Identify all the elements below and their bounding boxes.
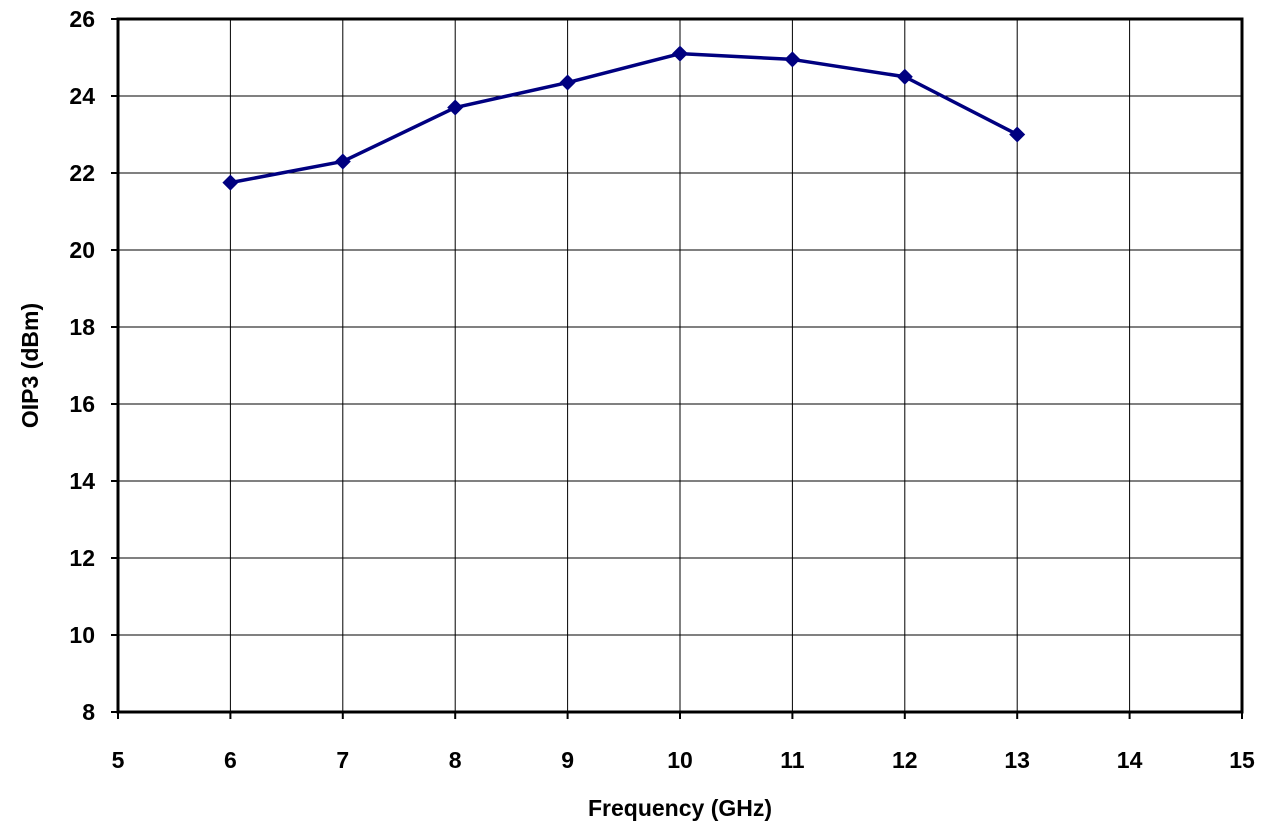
x-tick-label: 8 [449, 747, 462, 773]
y-tick-label: 20 [69, 237, 95, 263]
x-axis-title: Frequency (GHz) [588, 795, 772, 821]
x-tick-label: 13 [1004, 747, 1030, 773]
x-tick-label: 15 [1229, 747, 1255, 773]
data-point-marker [447, 99, 464, 116]
y-axis-title: OIP3 (dBm) [17, 303, 43, 428]
x-tick-label: 9 [561, 747, 574, 773]
data-point-marker [1009, 126, 1026, 143]
x-tick-label: 10 [667, 747, 693, 773]
y-tick-label: 24 [69, 83, 95, 109]
data-point-marker [559, 74, 576, 91]
axis-ticks [111, 18, 1243, 719]
data-point-marker [784, 51, 801, 68]
y-tick-label: 12 [69, 545, 95, 571]
x-tick-label: 6 [224, 747, 237, 773]
y-tick-label: 8 [82, 699, 95, 725]
x-tick-label: 7 [336, 747, 349, 773]
data-point-marker [222, 174, 239, 191]
x-tick-label: 5 [112, 747, 125, 773]
grid-lines [118, 19, 1242, 712]
y-tick-label: 10 [69, 622, 95, 648]
y-tick-label: 26 [69, 6, 95, 32]
y-tick-labels: 8 10 12 14 16 18 20 22 24 26 [69, 6, 95, 725]
x-tick-labels: 5 6 7 8 9 10 11 12 13 14 15 [112, 747, 1255, 773]
x-tick-label: 14 [1117, 747, 1143, 773]
y-tick-label: 18 [69, 314, 95, 340]
x-tick-label: 11 [780, 747, 805, 773]
y-tick-label: 16 [69, 391, 95, 417]
y-tick-label: 14 [69, 468, 95, 494]
data-point-marker [896, 68, 913, 85]
data-point-marker [334, 153, 351, 170]
series-line [230, 51, 1018, 185]
data-point-marker [672, 45, 688, 62]
y-tick-label: 22 [69, 160, 95, 186]
x-tick-label: 12 [892, 747, 918, 773]
series-layer [222, 45, 1026, 191]
